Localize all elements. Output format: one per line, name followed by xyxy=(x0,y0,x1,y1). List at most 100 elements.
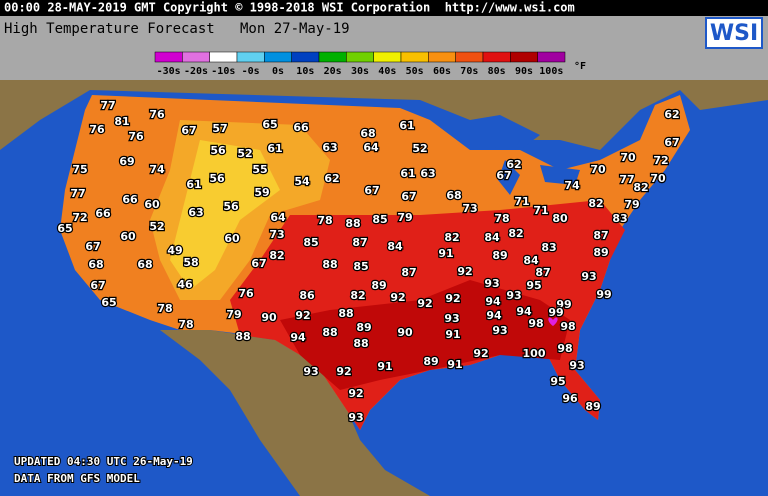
temperature: 75 xyxy=(72,163,87,176)
temperature: 62 xyxy=(664,108,679,121)
temperature: 56 xyxy=(223,200,239,213)
canada xyxy=(0,60,768,150)
temperature: 52 xyxy=(237,147,252,160)
temperature: 73 xyxy=(269,228,284,241)
legend-swatch xyxy=(236,51,265,63)
temperature: 99 xyxy=(596,288,611,301)
temperature: 74 xyxy=(564,179,580,192)
temperature: 89 xyxy=(356,321,371,334)
temperature: 83 xyxy=(541,241,556,254)
temperature: 77 xyxy=(619,173,634,186)
legend-label: 30s xyxy=(351,66,369,77)
temperature: 96 xyxy=(562,392,578,405)
temperature: 62 xyxy=(506,158,521,171)
temperature: 52 xyxy=(412,142,427,155)
temperature: 66 xyxy=(122,193,138,206)
temperature: 71 xyxy=(533,204,548,217)
temperature: 60 xyxy=(224,232,240,245)
temperature: 54 xyxy=(294,175,310,188)
temperature: 94 xyxy=(516,305,532,318)
temperature: 65 xyxy=(101,296,116,309)
logo-box xyxy=(705,17,763,49)
temperature: 87 xyxy=(352,236,367,249)
temperature: 87 xyxy=(401,266,416,279)
temperature: 86 xyxy=(299,289,315,302)
temperature: 76 xyxy=(149,108,165,121)
source-text: DATA FROM GFS MODEL xyxy=(14,472,140,485)
temperature: 60 xyxy=(120,230,136,243)
temperature: 77 xyxy=(100,99,115,112)
temperature: 67 xyxy=(251,257,266,270)
temperature: 68 xyxy=(137,258,152,271)
temperature: 88 xyxy=(338,307,353,320)
temperature: 55 xyxy=(252,163,267,176)
legend-label: 40s xyxy=(378,66,396,77)
legend-swatch xyxy=(154,51,183,63)
temperature: 95 xyxy=(526,279,541,292)
temperature: 92 xyxy=(457,265,472,278)
legend-label: 0s xyxy=(272,66,284,77)
legend-swatch xyxy=(291,51,320,63)
temperature: 94 xyxy=(485,295,501,308)
temperature: 93 xyxy=(348,411,363,424)
temperature: 92 xyxy=(336,365,351,378)
temperature: 85 xyxy=(303,236,318,249)
legend: -30s -20s -10s -0s 0s 10s 20s 30s 40s 50s 60s 70s 80… xyxy=(154,51,566,77)
temperature: 88 xyxy=(353,337,368,350)
legend-swatch xyxy=(455,51,484,63)
map-title: High Temperature Forecast Mon 27-May-19 xyxy=(4,21,350,37)
great-lakes xyxy=(440,115,580,195)
temperature: 99 xyxy=(556,298,571,311)
temperature: 100 xyxy=(523,347,546,360)
temperature: 59 xyxy=(254,186,269,199)
temperature: 78 xyxy=(178,318,193,331)
temperature: 49 xyxy=(167,244,182,257)
logo: WSI xyxy=(710,21,758,46)
temperature: 89 xyxy=(492,249,507,262)
temperature: 84 xyxy=(387,240,403,253)
temperature: 77 xyxy=(70,187,85,200)
temperature: 82 xyxy=(508,227,523,240)
temperature: 83 xyxy=(612,212,627,225)
legend-unit: °F xyxy=(574,61,586,72)
temperature: 93 xyxy=(484,277,499,290)
temperature: 64 xyxy=(363,141,379,154)
temperature: 79 xyxy=(624,198,639,211)
temperature: 89 xyxy=(585,400,600,413)
temperature: 64 xyxy=(270,211,286,224)
legend-swatch xyxy=(182,51,210,63)
header-line: 00:00 28-MAY-2019 GMT Copyright © 1998-2… xyxy=(4,1,575,15)
temperature: 69 xyxy=(119,155,134,168)
temperature: 65 xyxy=(262,118,277,131)
temperature: 56 xyxy=(210,144,226,157)
temperature: 80 xyxy=(552,212,568,225)
temperature: 93 xyxy=(506,289,521,302)
updated-text: UPDATED 04:30 UTC 26-May-19 xyxy=(14,455,193,468)
temperature: 56 xyxy=(209,172,225,185)
temperature: 98 xyxy=(560,320,575,333)
legend-swatch xyxy=(373,51,402,63)
temperature: 93 xyxy=(303,365,318,378)
temperature: 92 xyxy=(348,387,363,400)
temperature: 70 xyxy=(620,151,636,164)
temperature: 67 xyxy=(364,184,379,197)
temperature: 94 xyxy=(486,309,502,322)
legend-swatch xyxy=(537,51,566,63)
legend-swatch xyxy=(510,51,538,63)
legend-label: -10s xyxy=(211,66,235,77)
temperature: 90 xyxy=(397,326,413,339)
temperature: 74 xyxy=(149,163,165,176)
temperature: 68 xyxy=(446,189,461,202)
temperature: 89 xyxy=(371,279,386,292)
temperature: 67 xyxy=(401,190,416,203)
temperature: 70 xyxy=(650,172,666,185)
temperature: 67 xyxy=(85,240,100,253)
temperature: 61 xyxy=(267,142,282,155)
temperature: 91 xyxy=(445,328,460,341)
legend-swatch xyxy=(346,51,374,63)
temperature: 61 xyxy=(399,119,414,132)
temperature: 72 xyxy=(653,154,668,167)
temperature: 63 xyxy=(322,141,337,154)
